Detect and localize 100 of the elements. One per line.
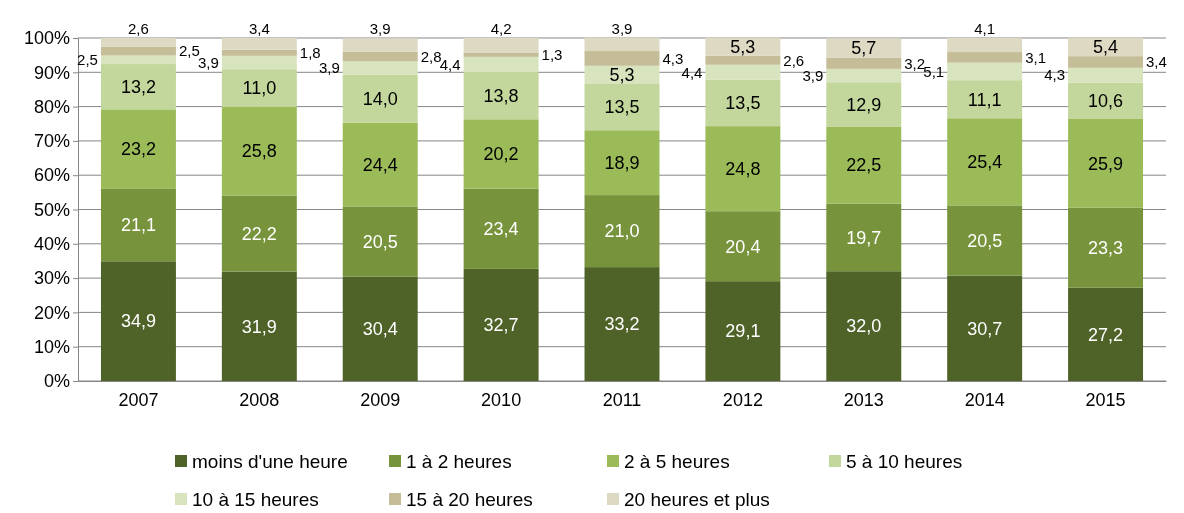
bar — [463, 52, 539, 57]
data-label: 11,0 — [242, 78, 277, 99]
data-label: 10,6 — [1088, 91, 1124, 112]
data-label: 14,0 — [362, 89, 398, 110]
bar — [221, 106, 297, 196]
bar — [826, 82, 902, 127]
bar — [947, 205, 1023, 276]
bar — [1068, 82, 1144, 119]
bar — [826, 126, 902, 204]
bar — [342, 74, 418, 123]
bar — [826, 38, 902, 58]
data-label: 4,1 — [974, 20, 996, 37]
y-tick-label: 60% — [33, 165, 70, 186]
bar — [100, 55, 176, 65]
data-label: 18,9 — [604, 152, 640, 173]
data-label: 3,9 — [802, 66, 824, 84]
bar — [947, 118, 1023, 206]
data-label: 12,9 — [846, 94, 882, 115]
y-tick-label: 40% — [33, 234, 70, 255]
data-label: 4,4 — [681, 63, 703, 81]
data-label: 1,8 — [299, 44, 321, 61]
data-label: 3,9 — [198, 53, 219, 71]
x-tick-label: 2010 — [481, 389, 522, 410]
data-label: 2,6 — [783, 51, 805, 69]
data-label: 20,5 — [967, 230, 1003, 251]
data-label: 3,9 — [369, 20, 391, 38]
bar — [826, 57, 902, 69]
data-label: 1,3 — [541, 45, 563, 63]
bar — [1068, 56, 1144, 68]
bar — [705, 64, 781, 80]
data-label: 25,9 — [1088, 153, 1124, 174]
legend-label: 15 à 20 heures — [406, 488, 533, 510]
data-label: 21,0 — [604, 221, 640, 242]
data-label: 30,7 — [967, 318, 1003, 339]
data-label: 23,4 — [483, 219, 519, 240]
bar — [463, 188, 539, 269]
bar — [1068, 207, 1144, 288]
y-tick-label: 70% — [33, 131, 70, 152]
bar — [342, 276, 418, 381]
data-label: 13,5 — [725, 93, 761, 114]
bar — [947, 80, 1023, 119]
data-label: 34,9 — [120, 311, 156, 332]
bar — [463, 56, 539, 72]
x-tick-label: 2012 — [722, 389, 763, 410]
data-label: 5,7 — [851, 38, 877, 59]
bar — [342, 51, 418, 62]
legend-label: 5 à 10 heures — [846, 450, 963, 472]
bar — [221, 195, 297, 272]
bar — [1068, 67, 1144, 83]
data-label: 23,3 — [1088, 238, 1124, 259]
bar — [221, 271, 297, 381]
data-label: 4,3 — [1044, 66, 1066, 84]
data-label: 20,2 — [483, 144, 519, 165]
data-label: 2,5 — [178, 42, 200, 60]
y-tick-label: 20% — [33, 302, 70, 323]
data-label: 5,1 — [923, 62, 945, 80]
bar — [1068, 287, 1144, 381]
bar — [705, 55, 781, 65]
data-label: 5,4 — [1093, 37, 1119, 58]
bar — [584, 195, 660, 268]
data-label: 22,5 — [846, 155, 882, 176]
x-tick-label: 2011 — [602, 389, 642, 410]
bar — [826, 203, 902, 272]
bar — [100, 109, 176, 189]
bar — [100, 261, 176, 381]
data-label: 31,9 — [241, 316, 277, 337]
bar — [826, 68, 902, 83]
data-label: 4,3 — [662, 49, 684, 67]
data-label: 33,2 — [604, 314, 640, 335]
data-label: 2,5 — [77, 51, 98, 69]
bar — [947, 52, 1023, 63]
bar — [1068, 118, 1144, 208]
legend-label: 10 à 15 heures — [192, 488, 319, 510]
bar — [584, 267, 660, 381]
data-label: 32,7 — [483, 315, 519, 336]
bar — [100, 46, 176, 56]
bar — [463, 268, 539, 381]
bar — [100, 188, 176, 262]
data-label: 24,8 — [725, 158, 761, 179]
y-tick-label: 10% — [33, 336, 70, 357]
legend-label: 2 à 5 heures — [624, 450, 730, 472]
bar — [947, 38, 1023, 53]
data-label: 24,4 — [362, 154, 398, 175]
x-tick-label: 2008 — [239, 389, 280, 410]
y-tick-label: 100% — [23, 28, 70, 49]
data-label: 21,1 — [120, 215, 156, 236]
bar — [705, 281, 781, 381]
data-label: 3,1 — [1025, 48, 1046, 66]
data-label: 3,4 — [1146, 53, 1167, 71]
bar — [705, 79, 781, 127]
x-tick-label: 2009 — [360, 389, 401, 410]
data-label: 27,2 — [1088, 324, 1124, 345]
data-label: 29,1 — [725, 321, 761, 342]
data-label: 2,6 — [128, 20, 149, 37]
bar — [221, 69, 297, 107]
bar — [463, 119, 539, 189]
y-tick-label: 80% — [33, 96, 70, 117]
bar — [705, 211, 781, 282]
data-label: 13,5 — [604, 97, 640, 118]
bar — [342, 206, 418, 277]
